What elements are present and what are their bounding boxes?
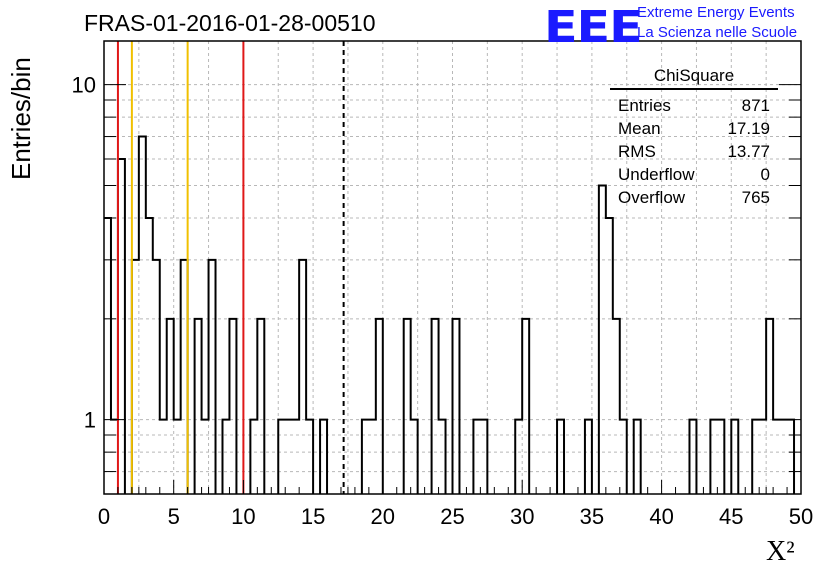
- x-tick-label: 50: [789, 504, 813, 529]
- x-tick-label: 45: [719, 504, 743, 529]
- x-tick-label: 0: [98, 504, 110, 529]
- logo-line-1: Extreme Energy Events: [637, 4, 795, 21]
- stats-value: 0: [760, 165, 770, 184]
- stats-row-entries: Entries 871: [610, 94, 778, 117]
- stats-value: 765: [741, 188, 770, 207]
- logo-line-2: La Scienza nelle Scuole: [637, 24, 798, 41]
- stats-row-overflow: Overflow 765: [610, 186, 778, 209]
- stats-value: 17.19: [727, 119, 770, 138]
- stats-box: ChiSquare Entries 871 Mean 17.19 RMS 13.…: [610, 66, 778, 209]
- x-tick-label: 40: [649, 504, 673, 529]
- stats-value: 871: [741, 96, 770, 115]
- stats-label: RMS: [618, 142, 656, 161]
- stats-label: Mean: [618, 119, 661, 138]
- y-tick-label: 10: [72, 73, 96, 98]
- stats-row-rms: RMS 13.77: [610, 140, 778, 163]
- stats-title: ChiSquare: [610, 66, 778, 90]
- histogram-series: [104, 135, 796, 494]
- stats-row-underflow: Underflow 0: [610, 163, 778, 186]
- stats-value: 13.77: [727, 142, 770, 161]
- stats-row-mean: Mean 17.19: [610, 117, 778, 140]
- eee-logo: EEE: [544, 2, 643, 53]
- chart-title: FRAS-01-2016-01-28-00510: [84, 10, 376, 36]
- y-tick-label: 1: [84, 408, 96, 433]
- stats-label: Underflow: [618, 165, 695, 184]
- x-tick-label: 30: [510, 504, 534, 529]
- x-axis-label: X²: [766, 536, 795, 567]
- stats-label: Overflow: [618, 188, 686, 207]
- x-tick-label: 20: [371, 504, 395, 529]
- x-tick-label: 25: [440, 504, 464, 529]
- x-tick-label: 10: [231, 504, 255, 529]
- y-axis-label: Entries/bin: [6, 57, 36, 180]
- x-tick-label: 15: [301, 504, 325, 529]
- x-tick-label: 5: [168, 504, 180, 529]
- x-tick-label: 35: [580, 504, 604, 529]
- stats-label: Entries: [618, 96, 671, 115]
